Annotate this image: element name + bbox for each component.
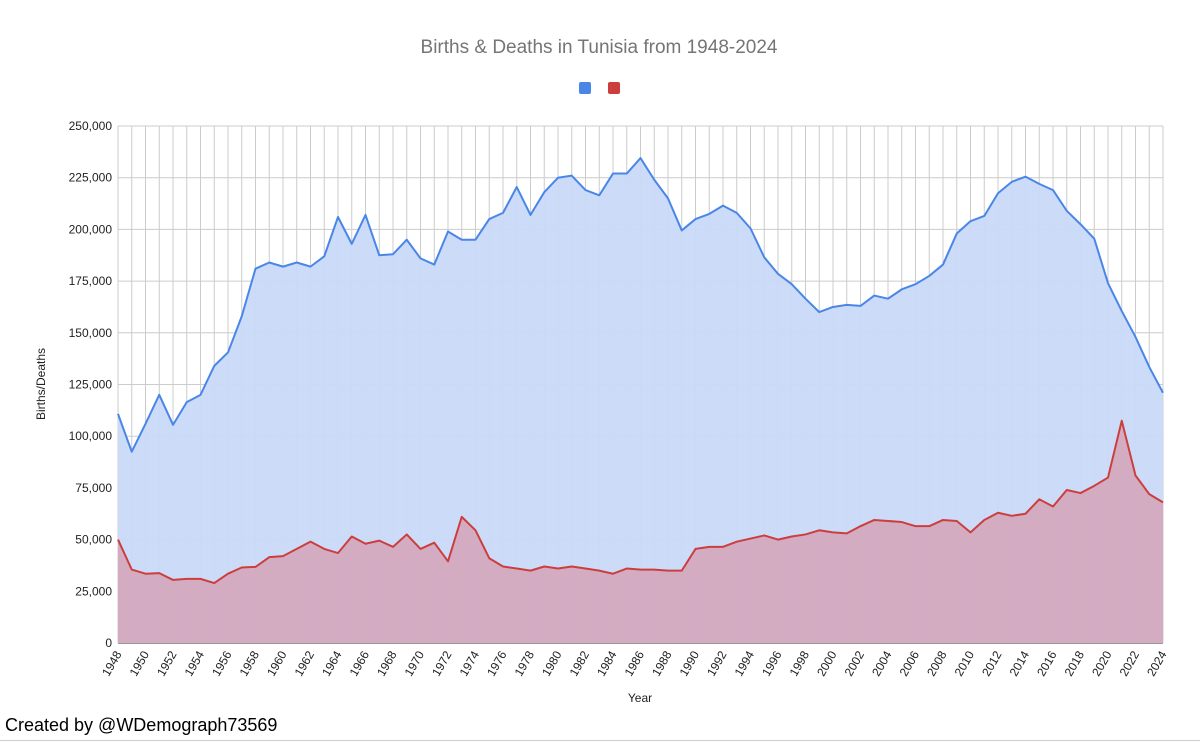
y-tick-label: 25,000 xyxy=(75,584,112,598)
legend-swatch-1 xyxy=(608,82,620,94)
chart-title: Births & Deaths in Tunisia from 1948-202… xyxy=(421,37,778,58)
y-tick-label: 50,000 xyxy=(75,533,112,547)
y-tick-label: 225,000 xyxy=(69,171,113,185)
y-tick-label: 125,000 xyxy=(69,378,113,392)
y-axis-label: Births/Deaths xyxy=(34,348,48,420)
y-tick-label: 0 xyxy=(105,636,112,650)
x-tick-label: 1980 xyxy=(539,648,565,678)
x-tick-label: 2018 xyxy=(1062,648,1088,678)
x-tick-label: 2016 xyxy=(1034,648,1060,678)
x-axis-ticks: 1948 1950 1952 1954 1956 1958 1960 1962 1964 1966… xyxy=(99,648,1170,678)
x-tick-label: 2010 xyxy=(952,648,978,678)
y-tick-label: 75,000 xyxy=(75,481,112,495)
x-tick-label: 1992 xyxy=(704,648,730,678)
bottom-divider xyxy=(0,740,1200,741)
x-tick-label: 2008 xyxy=(924,648,950,678)
x-tick-label: 2004 xyxy=(869,648,895,678)
x-tick-label: 2014 xyxy=(1007,648,1033,678)
x-tick-label: 1954 xyxy=(182,648,208,678)
x-tick-label: 1960 xyxy=(264,648,290,678)
legend xyxy=(579,82,620,94)
x-tick-label: 1970 xyxy=(402,648,428,678)
x-tick-label: 1982 xyxy=(567,648,593,678)
x-tick-label: 1994 xyxy=(732,648,758,678)
x-axis-label: Year xyxy=(628,691,652,705)
x-tick-label: 1948 xyxy=(99,648,125,678)
y-tick-label: 100,000 xyxy=(69,429,113,443)
x-tick-label: 1996 xyxy=(759,648,785,678)
credit-text: Created by @WDemograph73569 xyxy=(5,715,278,735)
x-tick-label: 1964 xyxy=(319,648,345,678)
x-tick-label: 1956 xyxy=(209,648,235,678)
area-chart: Births & Deaths in Tunisia from 1948-202… xyxy=(34,37,1170,705)
x-tick-label: 1984 xyxy=(594,648,620,678)
series-line-1 xyxy=(117,419,1164,585)
x-tick-label: 1974 xyxy=(457,648,483,678)
x-tick-label: 1958 xyxy=(237,648,263,678)
legend-swatch-0 xyxy=(579,82,591,94)
y-tick-label: 250,000 xyxy=(69,119,113,133)
y-tick-label: 150,000 xyxy=(69,326,113,340)
x-tick-label: 1962 xyxy=(292,648,318,678)
y-axis-ticks: 0 25,000 50,000 75,000 100,000 125,000 150,000… xyxy=(69,119,113,650)
series-area-1 xyxy=(118,420,1163,643)
x-tick-label: 2002 xyxy=(842,648,868,678)
x-tick-label: 2022 xyxy=(1117,648,1143,678)
x-tick-label: 2020 xyxy=(1089,648,1115,678)
x-tick-label: 2024 xyxy=(1144,648,1170,678)
x-tick-label: 1966 xyxy=(347,648,373,678)
x-tick-label: 1988 xyxy=(649,648,675,678)
x-tick-label: 1990 xyxy=(677,648,703,678)
x-tick-label: 1978 xyxy=(512,648,538,678)
x-tick-label: 1952 xyxy=(154,648,180,678)
series-line-0 xyxy=(117,157,1164,453)
x-tick-label: 1976 xyxy=(484,648,510,678)
x-tick-label: 1950 xyxy=(127,648,153,678)
x-tick-label: 2012 xyxy=(979,648,1005,678)
x-tick-label: 2000 xyxy=(814,648,840,678)
x-tick-label: 1986 xyxy=(622,648,648,678)
series-lines xyxy=(117,157,1164,585)
x-tick-label: 1972 xyxy=(429,648,455,678)
x-tick-label: 1998 xyxy=(787,648,813,678)
y-tick-label: 200,000 xyxy=(69,222,113,236)
y-tick-label: 175,000 xyxy=(69,274,113,288)
x-tick-label: 2006 xyxy=(897,648,923,678)
x-tick-label: 1968 xyxy=(374,648,400,678)
